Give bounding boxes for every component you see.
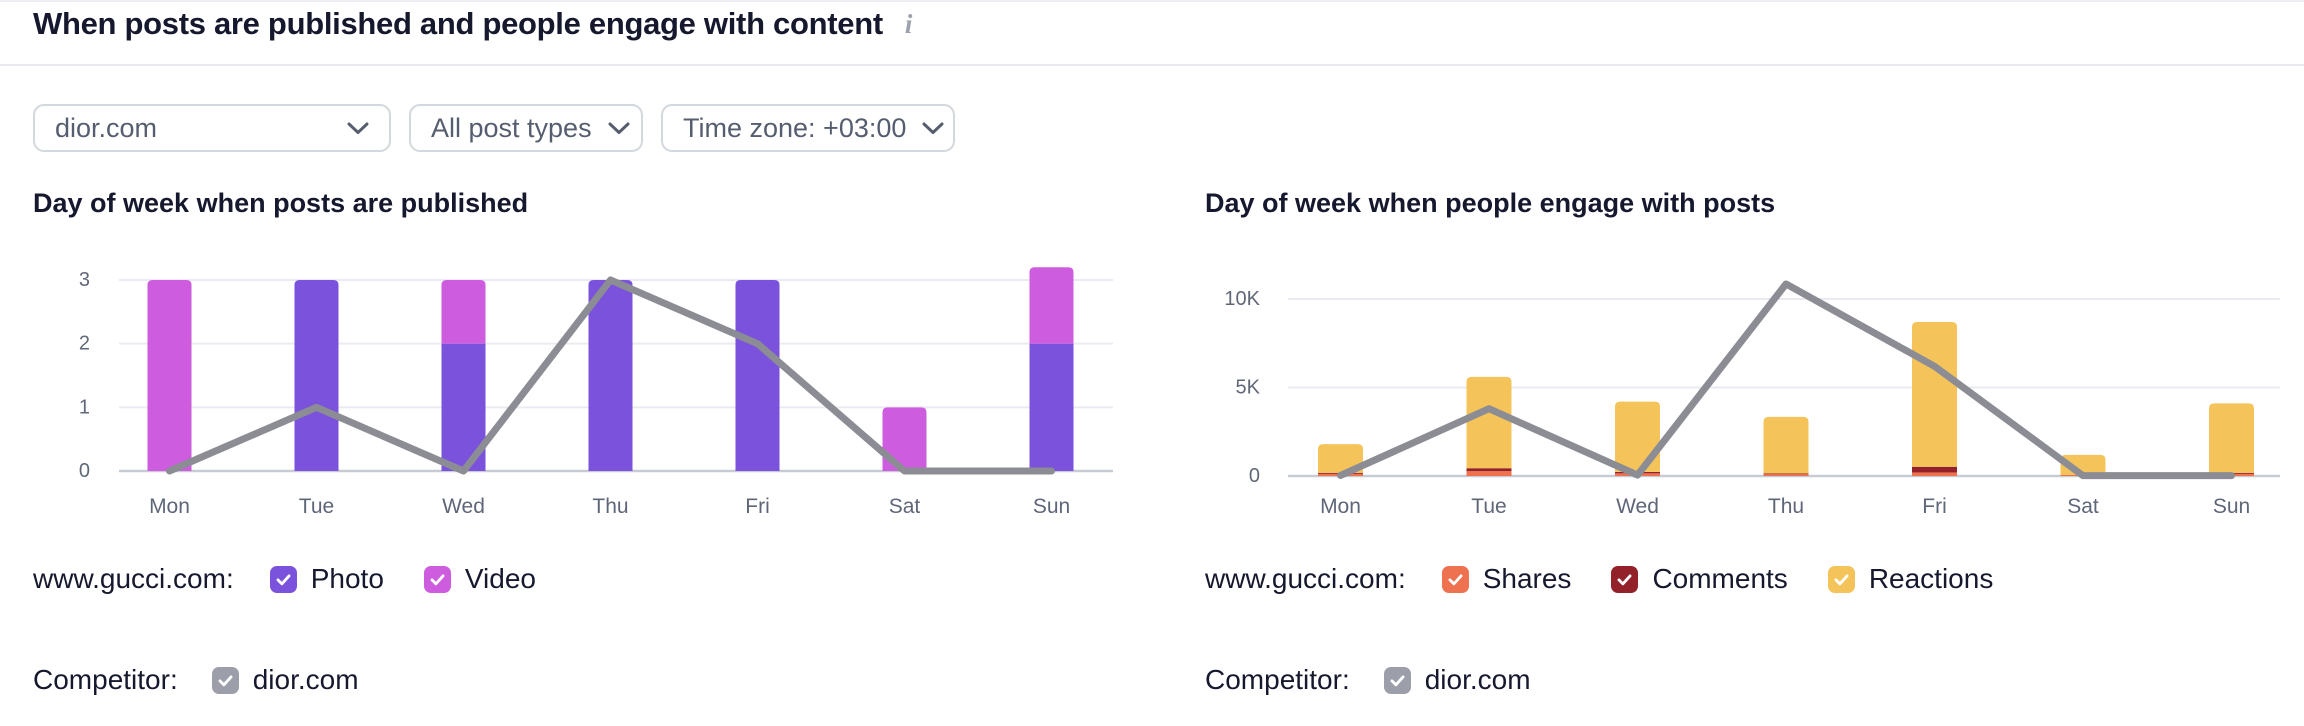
engagement-competitor-row: Competitor: dior.com — [1205, 664, 1531, 696]
bar-segment-reactions — [1466, 376, 1512, 469]
legend-item-photo[interactable]: Photo — [269, 563, 384, 595]
bar-segment-shares — [1466, 471, 1512, 476]
bar-segment-reactions — [2209, 403, 2254, 473]
x-tick-label: Tue — [299, 495, 334, 518]
legend-item-comments[interactable]: Comments — [1611, 563, 1788, 595]
timezone-dropdown-value: Time zone: +03:00 — [683, 112, 907, 143]
bar-segment-comments — [1763, 473, 1809, 475]
legend-item-video[interactable]: Video — [423, 563, 536, 595]
video-checkbox[interactable] — [423, 565, 451, 593]
y-tick-label: 3 — [79, 269, 90, 291]
x-tick-label: Fri — [745, 495, 770, 518]
bar-segment-video — [1029, 267, 1074, 344]
reactions-checkbox[interactable] — [1827, 565, 1855, 593]
bar-segment-photo — [735, 280, 780, 471]
bar-segment-reactions — [1318, 444, 1363, 473]
y-tick-label: 0 — [79, 460, 90, 482]
engagement-chart: 0 5K 10K Mon Tue Wed Thu Fri Sat Sun — [1224, 280, 2280, 518]
competitor-name: dior.com — [252, 664, 359, 695]
bar-segment-video — [441, 280, 486, 344]
published-chart-title: Day of week when posts are published — [33, 188, 529, 218]
x-tick-label: Mon — [149, 495, 190, 518]
check-icon — [430, 574, 445, 585]
x-tick-label: Tue — [1471, 495, 1506, 518]
y-tick-label: 5K — [1236, 377, 1261, 399]
x-tick-label: Sun — [1033, 495, 1070, 518]
bar-segment-shares — [1912, 472, 1957, 476]
competitor-label: Competitor: — [1205, 664, 1350, 695]
legend-item-label: Photo — [310, 563, 384, 594]
bar-segment-photo — [1029, 343, 1074, 471]
x-tick-label: Sun — [2213, 495, 2250, 518]
chevron-down-icon — [608, 122, 630, 134]
competitor-checkbox[interactable] — [1383, 666, 1411, 694]
bar-segment-reactions — [1912, 322, 1957, 467]
photo-checkbox[interactable] — [269, 565, 297, 593]
legend-owner-label: www.gucci.com: — [1205, 563, 1406, 594]
bar-segment-comments — [1466, 468, 1512, 472]
x-tick-label: Thu — [592, 495, 628, 518]
timezone-dropdown[interactable]: Time zone: +03:00 — [661, 104, 955, 152]
x-tick-label: Fri — [1922, 495, 1947, 518]
published-chart-legend: www.gucci.com: Photo Video — [33, 563, 576, 595]
info-icon[interactable]: i — [904, 8, 913, 39]
check-icon — [1448, 574, 1463, 585]
legend-item-label: Shares — [1482, 563, 1572, 594]
bar-segment-video — [882, 407, 927, 471]
y-tick-label: 2 — [79, 333, 90, 355]
page-title: When posts are published and people enga… — [33, 6, 883, 41]
top-border — [0, 0, 2304, 2]
bar-segment-reactions — [1763, 416, 1809, 474]
chevron-down-icon — [347, 122, 369, 134]
legend-item-label: Comments — [1652, 563, 1788, 594]
bar-segment-shares — [1763, 474, 1809, 476]
post-type-dropdown[interactable]: All post types — [409, 104, 643, 152]
check-icon — [1390, 675, 1405, 686]
x-tick-label: Thu — [1768, 495, 1804, 518]
bar-segment-comments — [1912, 466, 1957, 473]
legend-item-reactions[interactable]: Reactions — [1827, 563, 1994, 595]
competitor-checkbox[interactable] — [211, 666, 239, 694]
comments-checkbox[interactable] — [1611, 565, 1639, 593]
y-tick-label: 10K — [1224, 288, 1260, 310]
header: When posts are published and people enga… — [33, 6, 916, 42]
check-icon — [218, 675, 233, 686]
legend-item-shares[interactable]: Shares — [1441, 563, 1572, 595]
engagement-chart-legend: www.gucci.com: Shares Comments Reactions — [1205, 563, 2033, 595]
x-tick-label: Sat — [2067, 495, 2099, 518]
legend-owner-label: www.gucci.com: — [33, 563, 234, 594]
x-tick-label: Wed — [1616, 495, 1659, 518]
header-divider — [0, 64, 2304, 66]
chevron-down-icon — [922, 122, 944, 134]
profile-dropdown[interactable]: dior.com — [33, 104, 391, 152]
competitor-name: dior.com — [1424, 664, 1531, 695]
x-tick-label: Wed — [442, 495, 485, 518]
published-competitor-row: Competitor: dior.com — [33, 664, 359, 696]
check-icon — [1834, 574, 1849, 585]
competitor-line-dior-com — [166, 276, 1055, 475]
published-chart: 0 1 2 3 Mon Tue Wed Thu Fri Sat Sun — [79, 267, 1113, 518]
x-tick-label: Mon — [1320, 495, 1361, 518]
legend-item-label: Reactions — [1868, 563, 1994, 594]
bar-segment-reactions — [1615, 401, 1660, 472]
bar-segment-video — [147, 280, 192, 471]
competitor-label: Competitor: — [33, 664, 178, 695]
shares-checkbox[interactable] — [1441, 565, 1469, 593]
y-tick-label: 0 — [1249, 465, 1260, 487]
post-type-dropdown-value: All post types — [431, 112, 592, 143]
check-icon — [1617, 574, 1632, 585]
profile-dropdown-value: dior.com — [55, 112, 158, 143]
competitor-line-dior-com — [1337, 280, 2235, 480]
filter-bar: dior.com All post types Time zone: +03:0… — [33, 104, 955, 152]
x-tick-label: Sat — [889, 495, 921, 518]
check-icon — [276, 574, 291, 585]
bar-segment-photo — [588, 280, 633, 471]
y-tick-label: 1 — [79, 396, 90, 418]
engagement-chart-title: Day of week when people engage with post… — [1205, 188, 1776, 218]
legend-item-label: Video — [464, 563, 536, 594]
bar-segment-photo — [294, 280, 339, 471]
